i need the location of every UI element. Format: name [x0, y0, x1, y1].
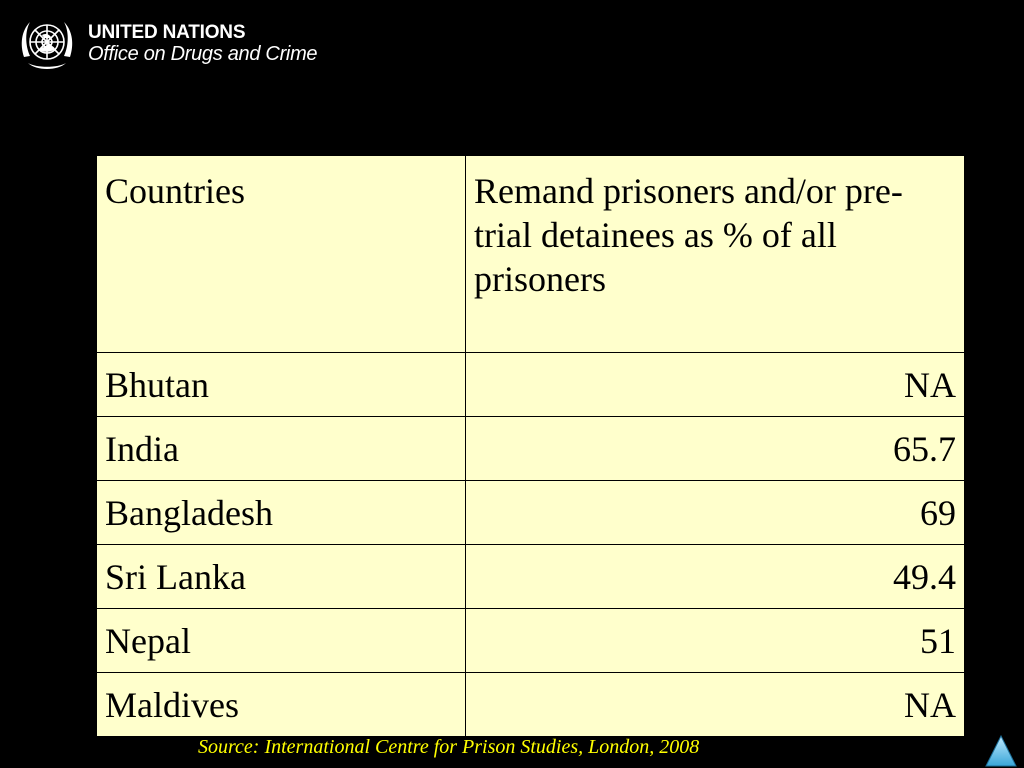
country-cell: Nepal [96, 608, 466, 673]
country-cell: India [96, 416, 466, 481]
header-countries: Countries [96, 155, 466, 353]
value-cell: NA [465, 352, 965, 417]
un-emblem-icon [21, 22, 73, 69]
logo-text: UNITED NATIONS Office on Drugs and Crime [88, 21, 318, 66]
un-logo: UNITED NATIONS Office on Drugs and Crime [16, 14, 318, 74]
country-cell: Bhutan [96, 352, 466, 417]
value-cell: 51 [465, 608, 965, 673]
table-row: India 65.7 [96, 416, 965, 481]
source-citation: Source: International Centre for Prison … [198, 736, 700, 758]
table-row: Sri Lanka 49.4 [96, 544, 965, 609]
table-row: Nepal 51 [96, 608, 965, 673]
table-row: Maldives NA [96, 672, 965, 737]
triangle-up-icon[interactable] [984, 734, 1018, 768]
value-cell: 69 [465, 480, 965, 545]
value-cell: 65.7 [465, 416, 965, 481]
country-cell: Sri Lanka [96, 544, 466, 609]
logo-subtitle: Office on Drugs and Crime [88, 43, 318, 66]
table-header-row: Countries Remand prisoners and/or pre-tr… [96, 155, 965, 353]
table-row: Bangladesh 69 [96, 480, 965, 545]
value-cell: NA [465, 672, 965, 737]
remand-prisoners-table: Countries Remand prisoners and/or pre-tr… [96, 155, 965, 737]
logo-title: UNITED NATIONS [88, 21, 246, 43]
header-remand-percentage: Remand prisoners and/or pre-trial detain… [465, 155, 965, 353]
value-cell: 49.4 [465, 544, 965, 609]
data-table-container: Countries Remand prisoners and/or pre-tr… [96, 155, 965, 737]
country-cell: Maldives [96, 672, 466, 737]
table-row: Bhutan NA [96, 352, 965, 417]
country-cell: Bangladesh [96, 480, 466, 545]
